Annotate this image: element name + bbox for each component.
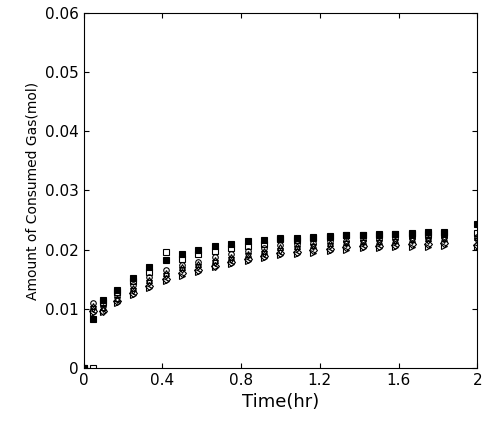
X-axis label: Time(hr): Time(hr) — [242, 393, 319, 411]
Y-axis label: Amount of Consumed Gas(mol): Amount of Consumed Gas(mol) — [26, 81, 39, 300]
